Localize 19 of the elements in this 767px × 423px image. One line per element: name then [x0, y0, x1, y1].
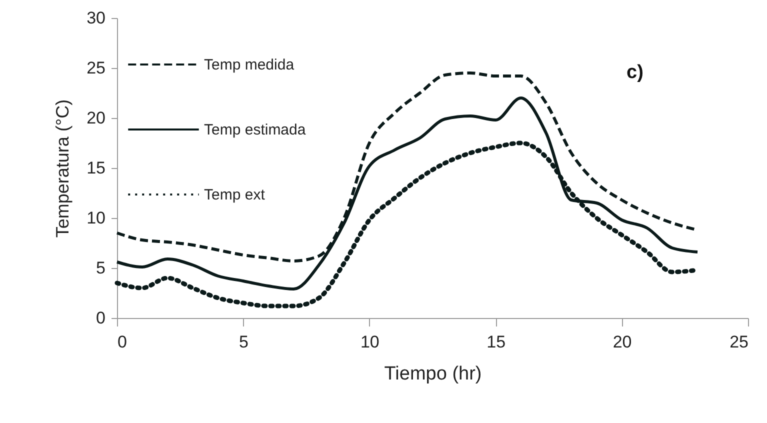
x-tick-label: 20 [612, 332, 632, 352]
legend-label: Temp ext [204, 186, 266, 204]
x-axis-title: Tiempo (hr) [384, 364, 482, 384]
y-tick-label: 30 [86, 8, 106, 28]
y-tick-label: 15 [86, 158, 106, 178]
x-tick-label: 15 [486, 332, 506, 352]
legend-label: Temp medida [204, 56, 295, 74]
x-tick-label: 5 [238, 332, 248, 352]
annotation: c) [626, 62, 644, 83]
y-axis-title: Temperatura (°C) [52, 99, 73, 238]
legend-label: Temp estimada [204, 122, 306, 138]
y-tick-label: 10 [86, 208, 106, 228]
x-tick-label: 25 [730, 332, 748, 352]
y-tick-label: 25 [86, 58, 106, 78]
y-tick-label: 20 [86, 108, 106, 128]
y-tick-label: 5 [96, 258, 106, 278]
x-tick-label: 0 [118, 332, 127, 352]
y-tick-label: 0 [96, 308, 106, 328]
x-tick-label: 10 [360, 332, 380, 352]
